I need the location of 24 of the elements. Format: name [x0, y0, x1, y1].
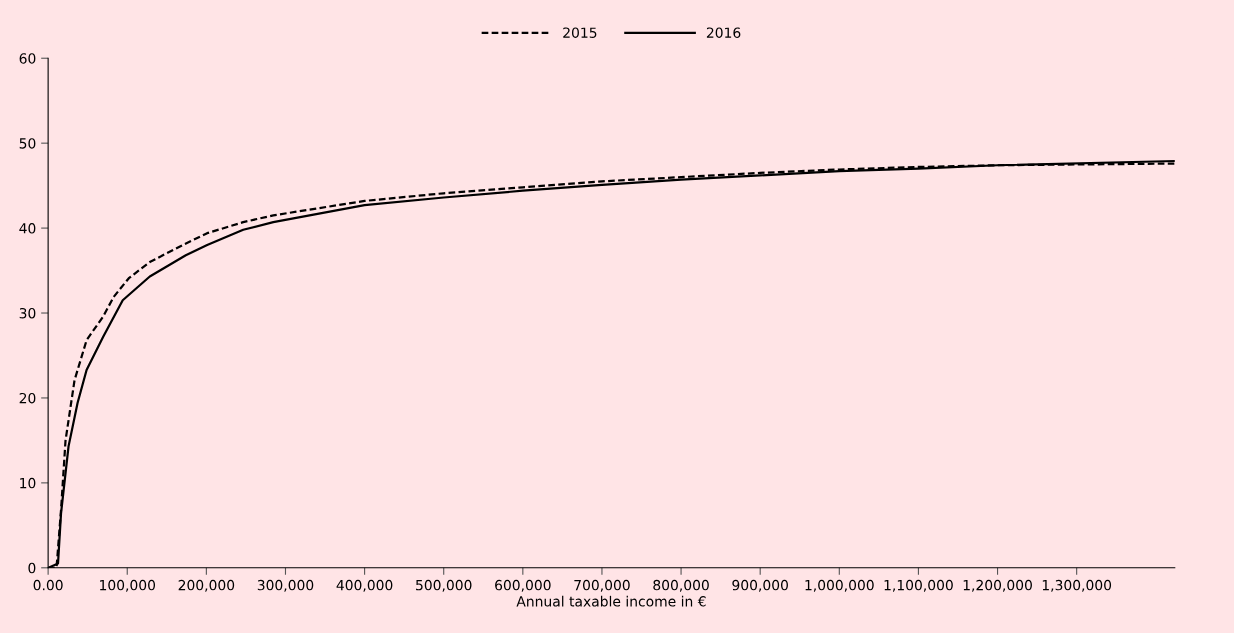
- y-tick-label: 20: [19, 392, 36, 404]
- x-tick-label: 600,000: [495, 579, 551, 592]
- y-tick-label: 60: [19, 53, 36, 64]
- x-tick-label: 200,000: [178, 579, 235, 592]
- x-tick-label: 300,000: [257, 579, 314, 592]
- y-tick-label: 0: [28, 562, 36, 574]
- x-tick-label: 0.00: [33, 579, 63, 591]
- x-tick-label: 1,300,000: [1042, 579, 1112, 592]
- x-tick-label: 1,000,000: [805, 579, 874, 592]
- y-tick-label: 40: [19, 223, 36, 234]
- x-tick-label: 100,000: [100, 579, 156, 592]
- x-tick-label: 500,000: [416, 579, 472, 592]
- x-tick-label: 1,200,000: [963, 579, 1032, 592]
- x-tick-label: 700,000: [574, 579, 630, 592]
- y-tick-label: 10: [20, 477, 36, 489]
- x-tick-label: 900,000: [732, 579, 788, 592]
- legend-label: 2015: [563, 27, 597, 38]
- y-tick-label: 30: [19, 307, 36, 319]
- x-tick-label: 1,100,000: [884, 579, 953, 592]
- x-axis-title: Annual taxable income in €: [516, 595, 706, 607]
- legend-label: 2016: [706, 27, 741, 38]
- x-tick-label: 400,000: [336, 579, 393, 592]
- x-tick-label: 800,000: [653, 579, 709, 592]
- y-tick-label: 50: [19, 138, 36, 149]
